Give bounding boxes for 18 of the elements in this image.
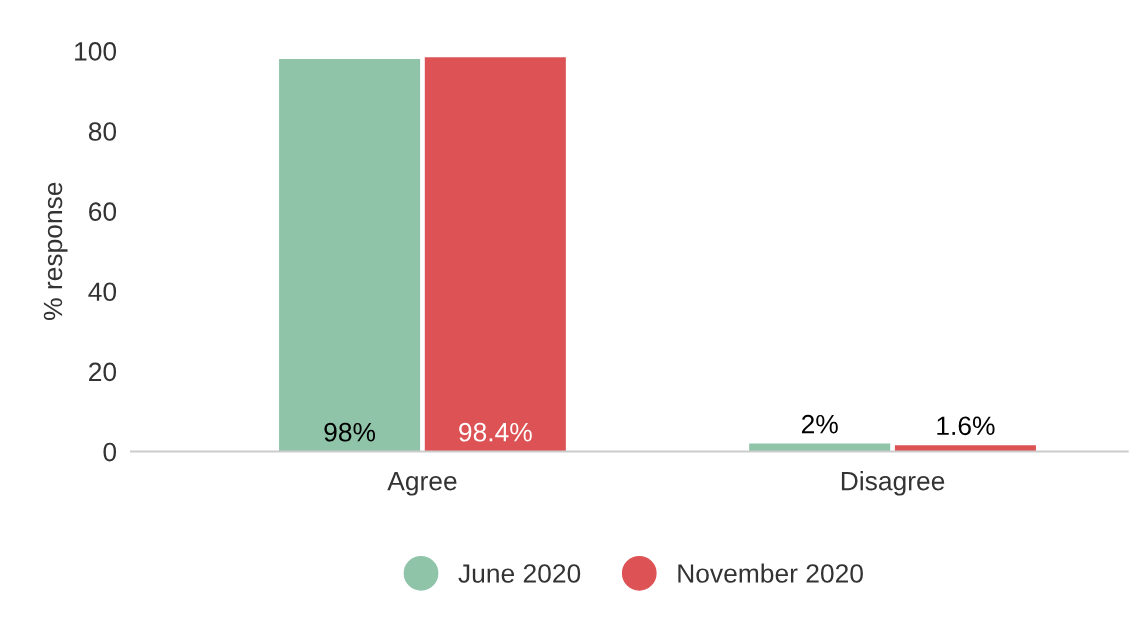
y-tick-label: 20 <box>89 362 117 382</box>
y-tick-label: 100 <box>75 42 117 61</box>
data-label: 98% <box>324 422 376 442</box>
legend-label: June 2020 <box>458 564 581 583</box>
y-axis-title: % response <box>43 182 68 320</box>
data-label: 98.4% <box>459 422 532 442</box>
bar <box>424 57 566 452</box>
data-label: 2% <box>801 414 838 434</box>
bar <box>279 58 421 452</box>
y-tick-label: 60 <box>89 202 117 221</box>
y-tick-label: 80 <box>88 122 117 141</box>
x-tick-label: Disagree <box>841 471 945 496</box>
data-label: 1.6% <box>937 416 995 436</box>
y-tick-label: 0 <box>103 442 117 462</box>
y-tick-label: 40 <box>88 282 117 302</box>
x-tick-label: Agree <box>387 471 457 496</box>
legend-label: November 2020 <box>678 563 863 583</box>
bar <box>894 445 1036 452</box>
